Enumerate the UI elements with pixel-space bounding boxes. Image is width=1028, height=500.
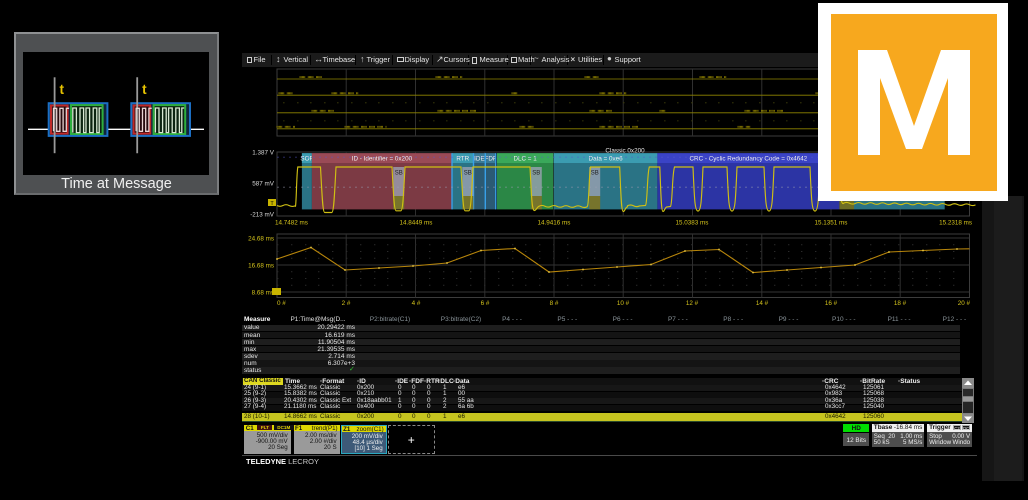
svg-text:12 #: 12 # [686, 300, 699, 307]
svg-text:24.68 ms: 24.68 ms [248, 236, 274, 243]
svg-text:14.9416 ms: 14.9416 ms [538, 220, 571, 227]
svg-text:CRC - Cyclic Redundancy Code =: CRC - Cyclic Redundancy Code = 0x4642 [690, 155, 808, 162]
svg-text:t: t [60, 82, 65, 97]
svg-text:SB: SB [464, 171, 472, 177]
svg-text:587 mV: 587 mV [252, 181, 275, 188]
svg-text:DLC = 1: DLC = 1 [513, 155, 537, 162]
svg-text:IDE: IDE [474, 155, 485, 162]
svg-text:4 #: 4 # [412, 300, 421, 307]
svg-text:t: t [142, 82, 147, 97]
svg-text:1.387 V: 1.387 V [252, 150, 275, 157]
svg-text:8 #: 8 # [550, 300, 559, 307]
svg-text:16 #: 16 # [825, 300, 838, 307]
svg-text:SB: SB [591, 171, 599, 177]
svg-text:15.0383 ms: 15.0383 ms [676, 220, 709, 227]
svg-text:RTR: RTR [456, 155, 469, 162]
svg-text:SB: SB [532, 171, 540, 177]
svg-text:14.7482 ms: 14.7482 ms [275, 220, 308, 227]
svg-text:Data = 0xe6: Data = 0xe6 [589, 155, 624, 162]
svg-text:14 #: 14 # [756, 300, 769, 307]
svg-text:6 #: 6 # [481, 300, 490, 307]
svg-text:14.8449 ms: 14.8449 ms [400, 220, 433, 227]
svg-text:-213 mV: -213 mV [250, 212, 275, 219]
svg-text:T: T [270, 201, 274, 207]
svg-text:15.1351 ms: 15.1351 ms [815, 220, 848, 227]
svg-text:SOF: SOF [300, 155, 313, 162]
svg-text:18 #: 18 # [894, 300, 907, 307]
svg-text:20 #: 20 # [958, 300, 971, 307]
svg-text:2 #: 2 # [342, 300, 351, 307]
svg-text:16.68 ms: 16.68 ms [248, 263, 274, 270]
svg-text:SB: SB [395, 171, 403, 177]
svg-text:0 #: 0 # [277, 300, 286, 307]
svg-text:15.2318 ms: 15.2318 ms [939, 220, 972, 227]
svg-text:Classic 0x200: Classic 0x200 [605, 148, 645, 155]
svg-text:FDF: FDF [484, 155, 496, 162]
svg-text:ID - Identifier = 0x200: ID - Identifier = 0x200 [352, 155, 413, 162]
svg-text:10 #: 10 # [617, 300, 630, 307]
svg-text:8.68 ms: 8.68 ms [252, 290, 274, 297]
